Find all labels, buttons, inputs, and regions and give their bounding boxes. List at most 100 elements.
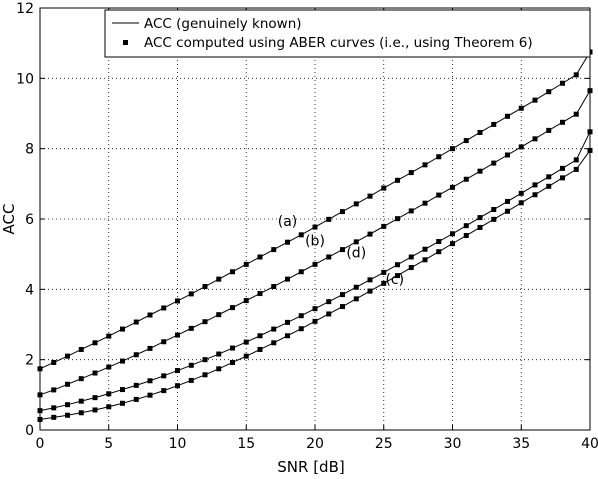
series-marker bbox=[408, 265, 414, 271]
series-marker bbox=[367, 231, 373, 237]
series-marker bbox=[463, 138, 469, 144]
series-marker bbox=[271, 284, 277, 290]
curve-label: (b) bbox=[305, 233, 325, 249]
series-marker bbox=[175, 298, 180, 304]
series-marker bbox=[161, 339, 167, 345]
curve-label: (a) bbox=[278, 214, 298, 230]
series-marker bbox=[422, 246, 428, 252]
series-marker bbox=[202, 319, 208, 325]
series-marker bbox=[202, 284, 208, 290]
series-marker bbox=[257, 254, 263, 260]
y-tick-label: 8 bbox=[25, 142, 34, 158]
series-marker bbox=[188, 325, 194, 331]
series-marker bbox=[298, 313, 304, 319]
series-marker bbox=[450, 231, 455, 237]
series-marker bbox=[78, 410, 84, 416]
series-marker bbox=[532, 182, 538, 188]
series-marker bbox=[326, 311, 332, 317]
series-marker bbox=[408, 208, 414, 214]
series-marker bbox=[216, 276, 222, 282]
series-marker bbox=[367, 193, 373, 199]
series-marker bbox=[573, 166, 579, 172]
series-marker bbox=[381, 223, 387, 229]
markers-layer bbox=[37, 49, 593, 422]
series-marker bbox=[367, 277, 373, 283]
series-marker bbox=[202, 372, 208, 378]
series-marker bbox=[408, 254, 414, 260]
series-marker bbox=[257, 333, 263, 339]
series-marker bbox=[436, 239, 442, 245]
series-marker bbox=[312, 261, 318, 267]
grid-lines bbox=[40, 8, 590, 430]
series-marker bbox=[326, 216, 332, 222]
series-marker bbox=[230, 305, 235, 311]
series-marker bbox=[340, 304, 345, 310]
series-marker bbox=[477, 129, 483, 135]
series-marker bbox=[51, 414, 57, 420]
series-marker bbox=[395, 273, 400, 279]
series-marker bbox=[546, 174, 552, 180]
series-marker bbox=[243, 298, 249, 304]
curve-annotations: (a) (b) (d) (c) bbox=[278, 214, 404, 288]
series-marker bbox=[271, 340, 277, 346]
series-marker bbox=[353, 296, 359, 302]
series-marker bbox=[298, 232, 304, 238]
x-tick-label: 0 bbox=[36, 436, 45, 452]
series-marker bbox=[573, 72, 579, 78]
series-marker bbox=[188, 362, 194, 368]
series-marker bbox=[395, 262, 400, 268]
legend-entry-genuine: ACC (genuinely known) bbox=[144, 16, 302, 32]
series-marker bbox=[65, 353, 70, 359]
series-marker bbox=[161, 388, 167, 394]
series-marker bbox=[175, 368, 180, 374]
x-tick-label: 10 bbox=[169, 436, 187, 452]
series-marker bbox=[573, 111, 579, 117]
series-marker bbox=[243, 339, 249, 345]
series-marker bbox=[271, 247, 277, 253]
series-marker bbox=[532, 136, 538, 142]
series-marker bbox=[230, 345, 235, 351]
series-marker bbox=[491, 207, 497, 213]
series-marker bbox=[65, 412, 70, 418]
legend-square-swatch bbox=[123, 40, 128, 45]
series-marker bbox=[216, 366, 222, 372]
series-marker bbox=[120, 387, 125, 393]
series-marker bbox=[353, 201, 359, 207]
series-marker bbox=[106, 404, 112, 410]
y-tick-label: 4 bbox=[25, 282, 34, 298]
curve-label: (c) bbox=[385, 272, 404, 288]
series-marker bbox=[188, 377, 194, 383]
series-marker bbox=[298, 269, 304, 275]
series-marker bbox=[312, 306, 318, 312]
series-marker bbox=[477, 224, 483, 230]
series-marker bbox=[560, 175, 565, 181]
series-marker bbox=[202, 357, 208, 363]
series-marker bbox=[285, 319, 290, 325]
series-marker bbox=[51, 359, 57, 365]
series-marker bbox=[147, 312, 153, 318]
series-marker bbox=[106, 364, 112, 370]
series-marker bbox=[51, 387, 57, 393]
x-tick-label: 35 bbox=[512, 436, 530, 452]
series-marker bbox=[477, 168, 483, 174]
series-marker bbox=[560, 165, 565, 171]
series-marker bbox=[106, 391, 112, 397]
series-marker bbox=[450, 146, 455, 152]
series-marker bbox=[463, 176, 469, 182]
series-marker bbox=[518, 105, 524, 111]
legend-box bbox=[104, 9, 591, 58]
series-marker bbox=[147, 378, 153, 384]
series-marker bbox=[546, 89, 552, 95]
series-marker bbox=[243, 353, 249, 359]
y-tick-label: 10 bbox=[16, 71, 34, 87]
series-marker bbox=[120, 358, 125, 364]
plot-frame bbox=[39, 7, 591, 431]
series-marker bbox=[367, 288, 373, 294]
series-marker bbox=[161, 373, 167, 379]
series-marker bbox=[175, 383, 180, 389]
series-marker bbox=[381, 269, 387, 275]
series-marker bbox=[92, 407, 98, 413]
series-marker bbox=[546, 183, 552, 189]
x-tick-label: 30 bbox=[444, 436, 462, 452]
series-marker bbox=[560, 80, 565, 86]
